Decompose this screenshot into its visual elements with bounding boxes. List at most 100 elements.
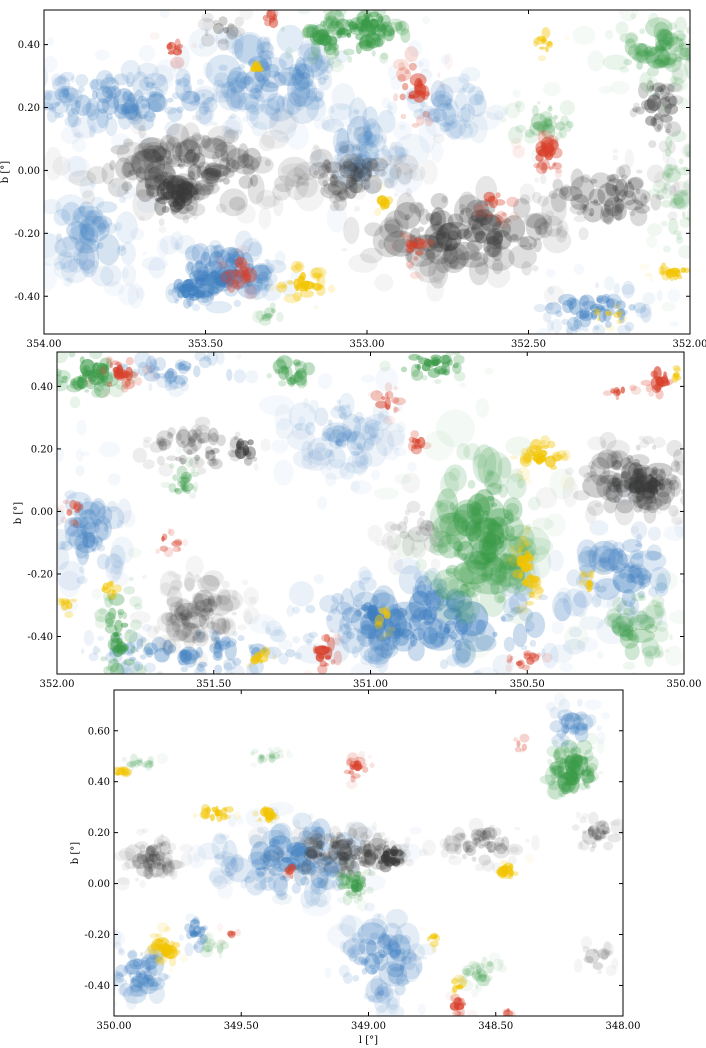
cloud-blob bbox=[184, 204, 194, 212]
cloud-blob bbox=[70, 99, 81, 116]
cloud-blob bbox=[95, 85, 114, 104]
cloud-blob bbox=[559, 718, 564, 725]
cloud-blob bbox=[396, 192, 416, 221]
cloud-blob bbox=[158, 218, 165, 227]
cloud-blob bbox=[627, 42, 653, 61]
cloud-blob bbox=[425, 212, 435, 222]
cloud-blob bbox=[644, 650, 654, 667]
cloud-blob bbox=[652, 179, 667, 194]
cloud-blob bbox=[152, 372, 160, 380]
cloud-blob bbox=[91, 588, 102, 600]
cloud-blob bbox=[363, 184, 371, 191]
cloud-blob bbox=[628, 180, 632, 184]
cloud-blob bbox=[131, 148, 166, 181]
cloud-blob bbox=[167, 849, 173, 855]
cloud-blob bbox=[480, 830, 492, 839]
cloud-blob bbox=[442, 842, 451, 852]
cloud-blob bbox=[300, 181, 309, 187]
cloud-blob bbox=[112, 584, 123, 593]
cloud-blob bbox=[541, 123, 556, 140]
cloud-blob bbox=[454, 194, 484, 227]
cloud-blob bbox=[476, 559, 485, 570]
cloud-blue bbox=[44, 37, 333, 153]
cloud-blob bbox=[332, 871, 346, 881]
cloud-blob bbox=[223, 77, 248, 109]
cloud-blob bbox=[63, 277, 73, 287]
cloud-blob bbox=[673, 181, 680, 193]
cloud-blob bbox=[464, 845, 477, 856]
cloud-blob bbox=[260, 98, 281, 116]
cloud-blob bbox=[452, 363, 459, 369]
cloud-blob bbox=[398, 20, 407, 32]
cloud-blob bbox=[452, 352, 461, 356]
cloud-blob bbox=[243, 69, 265, 94]
cloud-blob bbox=[628, 564, 643, 579]
y-tick-label: 0.00 bbox=[18, 166, 40, 177]
cloud-blob bbox=[405, 260, 415, 269]
cloud-blob bbox=[117, 877, 131, 885]
cloud-blob bbox=[634, 197, 640, 205]
cloud-blob bbox=[44, 230, 59, 260]
cloud-blob bbox=[123, 964, 140, 975]
cloud-blob bbox=[458, 203, 466, 213]
cloud-blob bbox=[190, 606, 198, 613]
cloud-blob bbox=[590, 309, 598, 319]
cloud-blob bbox=[220, 635, 231, 647]
cloud-blob bbox=[577, 841, 583, 850]
cloud-blob bbox=[262, 849, 280, 868]
cloud-blob bbox=[108, 593, 125, 606]
cloud-blob bbox=[301, 26, 318, 39]
cloud-blob bbox=[417, 226, 425, 232]
cloud-blob bbox=[339, 845, 353, 859]
cloud-blob bbox=[383, 635, 392, 646]
cloud-blob bbox=[453, 354, 465, 365]
cloud-blob bbox=[500, 613, 514, 623]
cloud-blob bbox=[443, 244, 450, 253]
cloud-blob bbox=[205, 449, 216, 461]
cloud-blob bbox=[206, 97, 214, 102]
cloud-blob bbox=[562, 780, 573, 786]
cloud-blob bbox=[391, 845, 398, 857]
cloud-blob bbox=[365, 825, 377, 838]
cloud-blob bbox=[125, 993, 138, 1010]
cloud-blob bbox=[142, 857, 155, 869]
cloud-blob bbox=[620, 827, 623, 836]
cloud-blob bbox=[611, 460, 622, 471]
cloud-blob bbox=[205, 300, 233, 314]
cloud-blob bbox=[438, 502, 449, 513]
panel-1: 354.00 353.50 353.00 352.50 352.000.400.200.… bbox=[0, 9, 706, 350]
cloud-blob bbox=[157, 838, 165, 847]
cloud-blob bbox=[174, 362, 186, 371]
cloud-blob bbox=[241, 579, 249, 586]
cloud-blob bbox=[214, 854, 225, 860]
cloud-blob bbox=[535, 161, 548, 175]
cloud-blob bbox=[639, 72, 653, 93]
cloud-blob bbox=[292, 291, 302, 302]
cloud-blob bbox=[264, 95, 295, 122]
cloud-blob bbox=[430, 90, 453, 108]
cloud-blob bbox=[430, 193, 449, 210]
cloud-blob bbox=[136, 828, 146, 836]
cloud-blob bbox=[154, 634, 177, 650]
cloud-blob bbox=[214, 808, 220, 817]
cloud-blob bbox=[97, 222, 107, 235]
y-axis-label: b [°] bbox=[70, 842, 81, 864]
cloud-blob bbox=[581, 773, 596, 784]
cloud-blob bbox=[302, 46, 323, 73]
cloud-blob bbox=[205, 947, 210, 953]
cloud-blob bbox=[496, 869, 507, 878]
cloud-blob bbox=[700, 47, 706, 54]
cloud-blob bbox=[405, 251, 413, 262]
cloud-blob bbox=[156, 842, 163, 848]
cloud-blob bbox=[580, 769, 595, 784]
cloud-blob bbox=[202, 271, 226, 295]
cloud-blob bbox=[236, 815, 244, 826]
cloud-blob bbox=[447, 230, 459, 241]
cloud-blob bbox=[364, 424, 370, 435]
cloud-blob bbox=[633, 302, 647, 314]
cloud-blob bbox=[243, 587, 259, 607]
cloud-blob bbox=[349, 162, 370, 182]
cloud-blob bbox=[194, 454, 200, 461]
cloud-blob bbox=[525, 523, 532, 530]
cloud-blob bbox=[659, 114, 673, 123]
